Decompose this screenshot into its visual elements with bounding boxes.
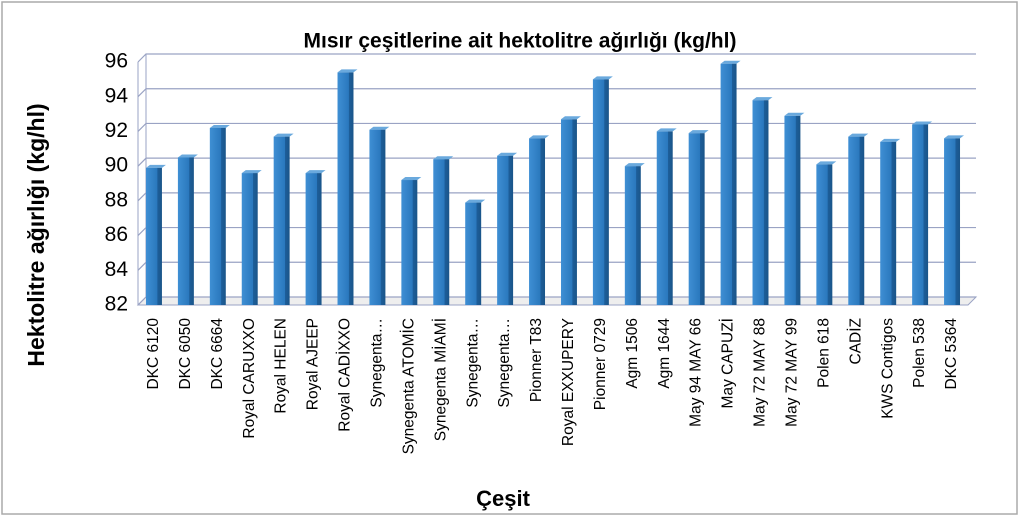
bar-top: [592, 76, 613, 80]
bar: [177, 157, 194, 305]
bar: [912, 124, 929, 305]
x-tick-label: Polen 538: [911, 318, 928, 388]
bar: [816, 164, 833, 305]
bar-top: [241, 170, 262, 174]
x-tick-label: DKC 6120: [145, 318, 162, 390]
bar: [497, 155, 514, 305]
x-tick-label: Royal CARUXXO: [241, 318, 258, 439]
bar-top: [784, 112, 805, 116]
x-tick-label: Synegenta…: [496, 318, 513, 408]
bar: [720, 63, 737, 305]
bar-top: [401, 177, 422, 181]
y-tick-label: 90: [105, 154, 128, 177]
bar: [624, 166, 641, 305]
bar-top: [529, 135, 550, 139]
bar: [241, 173, 258, 305]
x-tick-label: Synegenta ATOMİC: [399, 318, 417, 454]
y-tick-label: 84: [105, 258, 129, 281]
x-axis-label: Çeşit: [476, 486, 530, 511]
y-tick-label: 88: [105, 188, 128, 211]
x-tick-label: Agm 1644: [656, 318, 673, 389]
x-tick-label: Synegenta MİAMİ: [431, 318, 449, 441]
bar-top: [720, 60, 741, 64]
x-tick-label: DKC 6664: [209, 318, 226, 390]
x-tick-label: Pionner T83: [528, 318, 545, 402]
bar: [465, 202, 482, 305]
grid-line: [137, 53, 976, 63]
bar: [880, 141, 897, 305]
x-tick-label: Royal EXXUPERY: [560, 318, 577, 446]
y-tick-label: 86: [105, 223, 128, 246]
bar: [337, 72, 354, 306]
grid-line: [137, 88, 976, 98]
x-tick-label: DKC 5364: [943, 318, 960, 390]
y-tick-label: 94: [105, 84, 129, 107]
bar: [944, 138, 961, 305]
bar: [209, 127, 226, 305]
bar: [305, 173, 322, 305]
x-tick-label: May 94 MAY 66: [688, 318, 705, 427]
bar: [784, 115, 801, 305]
bar-top: [848, 133, 869, 137]
bar-top: [369, 126, 390, 130]
bar: [433, 159, 450, 305]
bar-top: [209, 124, 230, 128]
bar-top: [752, 97, 773, 101]
bar: [560, 119, 577, 306]
x-tick-label: May CAPUZİ: [719, 318, 737, 408]
y-axis-label: Hektolitre ağırlığı (kg/hl): [23, 103, 49, 366]
bar: [688, 133, 705, 305]
y-tick-label: 82: [105, 293, 128, 316]
y-tick-label: 92: [105, 119, 128, 142]
bar-top: [816, 161, 837, 165]
x-tick-label: May 72 MAY 88: [752, 318, 769, 427]
bar-top: [337, 69, 358, 73]
bar: [752, 100, 769, 305]
bar-top: [433, 156, 454, 160]
x-tick-label: CADİZ: [846, 318, 864, 365]
chart-title: Mısır çeşitlerine ait hektolitre ağırlığ…: [304, 30, 737, 53]
x-tick-label: May 72 MAY 99: [784, 318, 801, 427]
x-tick-label: Polen 618: [815, 318, 832, 388]
x-tick-label: Royal CADİXXO: [336, 318, 354, 432]
bar-top: [688, 130, 709, 134]
bar-top: [273, 133, 294, 137]
bar-top: [880, 138, 901, 142]
bar-top: [465, 199, 486, 203]
bar: [529, 138, 546, 305]
bar-top: [560, 116, 581, 120]
grid-line: [137, 122, 976, 132]
bar: [656, 131, 673, 305]
bar-top: [305, 170, 326, 174]
x-tick-label: Synegenta…: [369, 318, 386, 408]
bar-top: [656, 128, 677, 132]
bar: [848, 136, 865, 305]
bar: [369, 129, 386, 305]
bar: [592, 79, 609, 305]
x-tick-label: Synegenta…: [464, 318, 481, 408]
bar: [401, 180, 418, 305]
bar-top: [624, 163, 645, 167]
x-tick-label: KWS Contigos: [879, 318, 896, 419]
x-tick-label: Agm 1506: [624, 318, 641, 389]
x-tick-label: DKC 6050: [177, 318, 194, 390]
bar-top: [145, 164, 166, 168]
bar-top: [912, 121, 933, 125]
bar-top: [944, 135, 965, 139]
x-tick-label: Royal AJEEP: [305, 318, 322, 410]
bar-top: [497, 152, 518, 156]
bar: [145, 167, 162, 305]
x-tick-label: Pionner 0729: [592, 318, 609, 410]
y-tick-label: 96: [105, 50, 128, 73]
x-tick-label: Royal HELEN: [273, 318, 290, 414]
bar-top: [177, 154, 198, 158]
bar: [273, 136, 290, 305]
